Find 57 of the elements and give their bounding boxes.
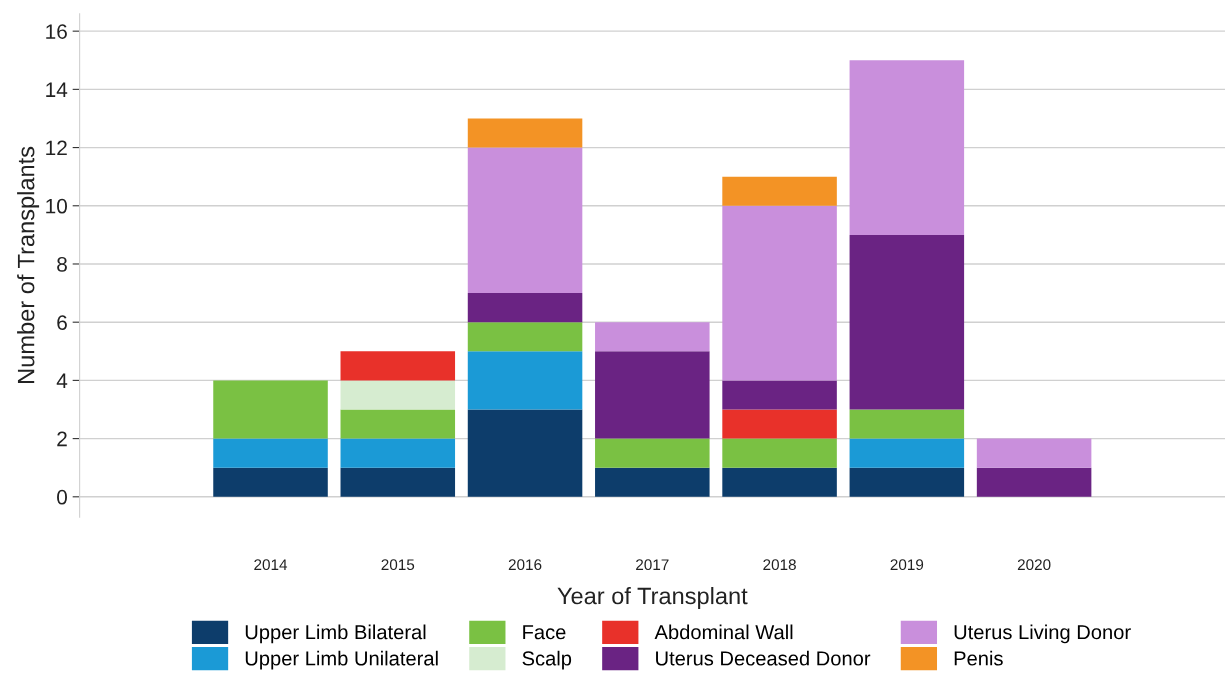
y-axis-title: Number of Transplants [17,146,40,383]
legend-label: Upper Limb Bilateral [245,624,426,644]
bar [340,409,456,439]
bar [722,409,837,439]
x-tick-label: 2015 [381,559,415,571]
bar [595,322,710,352]
bar [849,60,965,235]
bar [722,380,837,410]
x-tick-label: 2018 [763,559,796,571]
bar [340,467,456,497]
bar [722,176,837,206]
bar [595,351,710,439]
y-tick-label: 10 [46,198,68,214]
x-tick-label: 2017 [636,559,669,571]
bar [340,380,456,410]
bar [340,438,456,468]
y-tick-label: 16 [46,24,67,39]
legend-label: Face [523,625,566,640]
bar [213,380,328,439]
bar [976,438,1092,468]
bar [722,205,837,381]
y-tick-label: 12 [46,140,67,156]
bar [213,438,328,468]
x-tick-label: 2014 [254,559,288,571]
legend-label: Abdominal Wall [654,624,793,640]
y-tick-label: 0 [57,489,68,505]
bar [467,147,583,294]
bar [976,467,1092,497]
bar [849,234,965,410]
bar [467,351,583,410]
bar [213,467,328,497]
legend-label: Upper Limb Unilateral [245,650,438,670]
x-tick-label: 2016 [508,559,542,571]
bar [849,409,965,439]
x-axis-title: Year of Transplant [557,586,748,609]
y-tick-label: 8 [57,256,67,272]
bar [849,467,965,497]
bar [722,467,837,497]
bar [595,467,710,497]
legend-label: Uterus Living Donor [954,624,1131,644]
y-tick-label: 4 [56,373,68,388]
x-tick-label: 2020 [1017,559,1051,571]
legend-label: Scalp [522,650,572,670]
bar [467,322,583,352]
bar [722,438,837,468]
y-tick-label: 2 [57,431,67,447]
y-tick-label: 6 [57,315,67,330]
legend-label: Penis [954,650,1003,666]
bar [849,438,965,468]
bar [467,293,583,323]
bar [467,118,583,148]
legend-label: Uterus Deceased Donor [656,650,871,666]
bar [595,438,710,468]
y-tick-label: 14 [46,82,68,97]
bar [467,409,583,497]
x-tick-label: 2019 [890,559,924,571]
bar [340,351,456,381]
